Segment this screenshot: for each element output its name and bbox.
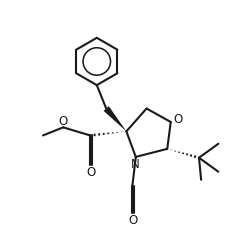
Text: O: O	[129, 214, 138, 227]
Polygon shape	[104, 106, 126, 131]
Text: O: O	[173, 113, 182, 126]
Text: N: N	[131, 158, 139, 171]
Text: O: O	[87, 166, 96, 179]
Text: O: O	[59, 115, 68, 128]
